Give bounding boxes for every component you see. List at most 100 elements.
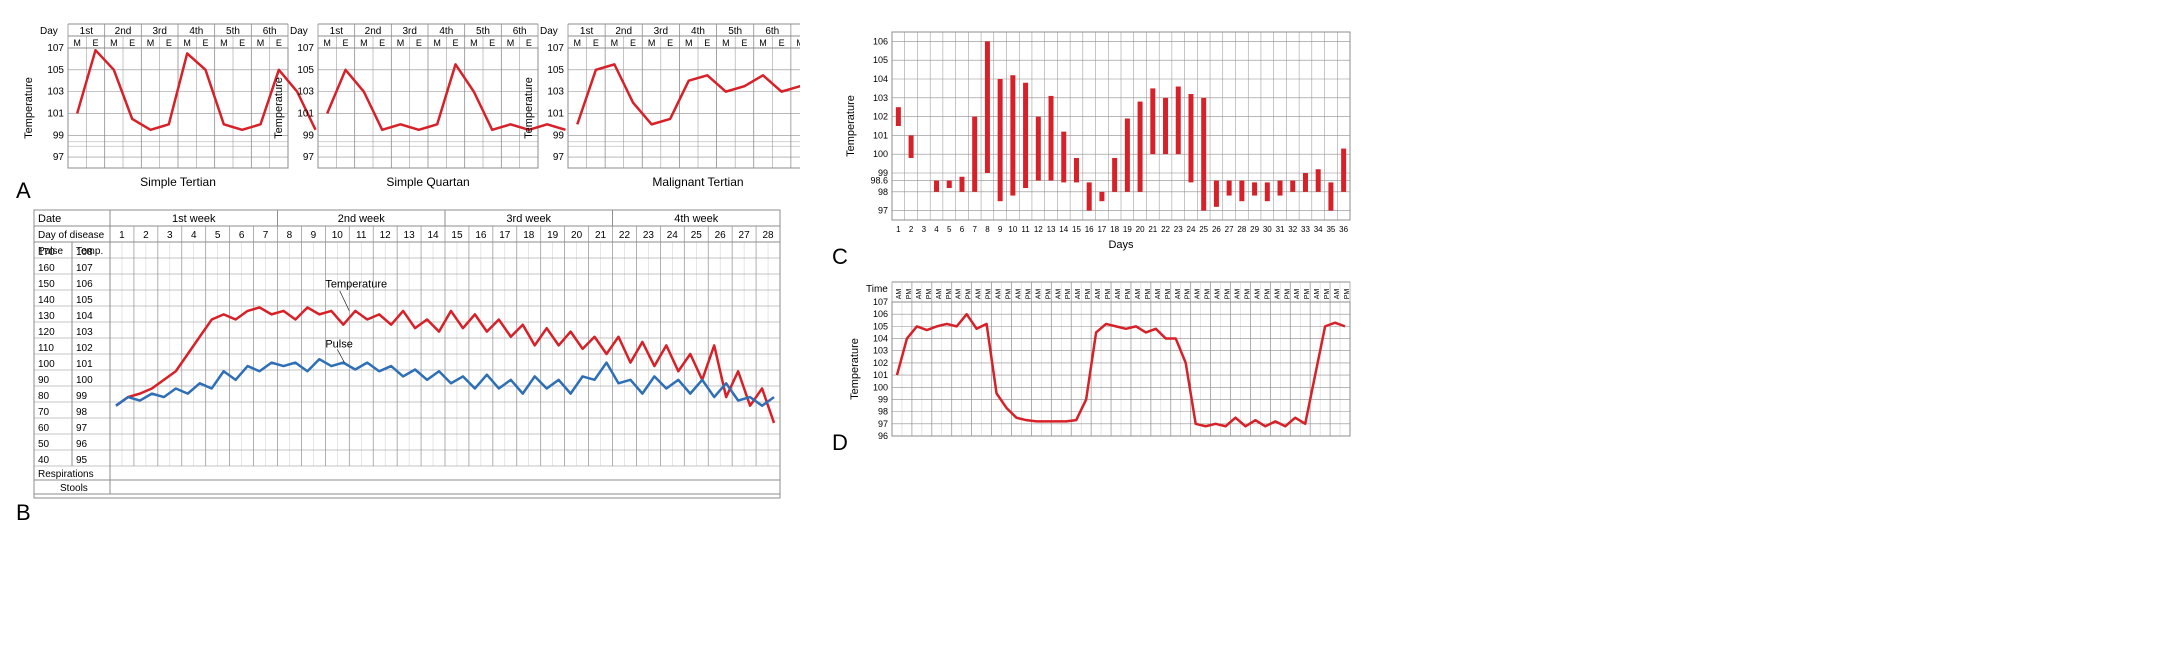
svg-text:97: 97 [878,419,888,429]
svg-text:13: 13 [1047,225,1056,234]
svg-text:70: 70 [38,407,50,418]
svg-text:E: E [342,38,348,48]
svg-text:21: 21 [1148,225,1157,234]
panel-c-label: C [832,244,848,270]
svg-text:3rd: 3rd [654,26,668,37]
svg-text:14: 14 [1059,225,1068,234]
svg-text:Temperature: Temperature [849,338,861,400]
svg-text:98: 98 [76,407,88,418]
svg-text:Date: Date [38,213,61,225]
svg-text:120: 120 [38,327,55,338]
svg-text:104: 104 [76,311,93,322]
svg-text:104: 104 [873,74,888,84]
svg-text:25: 25 [1199,225,1208,234]
svg-text:101: 101 [873,130,888,140]
svg-text:Simple Tertian: Simple Tertian [140,175,216,189]
panel-b: Date1st week2nd week3rd week4th weekDay … [20,206,800,526]
svg-text:6th: 6th [765,26,779,37]
svg-text:M: M [183,38,191,48]
svg-text:102: 102 [873,358,888,368]
svg-text:M: M [257,38,265,48]
svg-text:23: 23 [1174,225,1183,234]
svg-text:99: 99 [303,130,315,141]
svg-text:M: M [648,38,656,48]
svg-text:100: 100 [38,359,55,370]
svg-text:15: 15 [1072,225,1081,234]
panel-d-label: D [832,430,848,456]
svg-text:97: 97 [303,152,315,163]
svg-text:107: 107 [547,43,564,54]
svg-text:M: M [574,38,582,48]
svg-text:17: 17 [499,230,511,241]
svg-text:12: 12 [380,230,392,241]
svg-text:Simple Quartan: Simple Quartan [386,175,469,189]
svg-text:6th: 6th [513,26,527,37]
svg-text:8: 8 [287,230,293,241]
svg-text:E: E [416,38,422,48]
svg-text:16: 16 [1085,225,1094,234]
svg-text:6th: 6th [263,26,277,37]
svg-text:31: 31 [1276,225,1285,234]
svg-text:60: 60 [38,423,50,434]
svg-text:2: 2 [909,225,914,234]
svg-text:E: E [526,38,532,48]
svg-text:30: 30 [1263,225,1272,234]
svg-text:Temperature: Temperature [273,77,285,139]
svg-text:M: M [611,38,619,48]
svg-text:1st week: 1st week [172,213,216,225]
svg-text:1st: 1st [580,26,594,37]
svg-text:100: 100 [76,375,93,386]
svg-text:AM: AM [1314,289,1321,300]
svg-text:13: 13 [404,230,416,241]
svg-text:96: 96 [76,439,88,450]
svg-text:E: E [779,38,785,48]
svg-text:M: M [110,38,118,48]
svg-text:M: M [796,38,800,48]
svg-text:22: 22 [619,230,631,241]
panel-c: 979898.699100101102103104105106123456789… [840,20,1360,270]
svg-text:Pulse: Pulse [325,338,353,350]
svg-text:2nd week: 2nd week [338,213,386,225]
svg-text:Day of disease: Day of disease [38,230,105,241]
svg-text:AM: AM [1055,289,1062,300]
svg-text:26: 26 [715,230,727,241]
svg-text:101: 101 [76,359,93,370]
svg-text:Malignant Tertian: Malignant Tertian [652,175,743,189]
svg-text:103: 103 [297,87,314,98]
svg-text:105: 105 [547,65,564,76]
svg-text:19: 19 [547,230,559,241]
svg-text:24: 24 [667,230,679,241]
svg-text:E: E [630,38,636,48]
svg-text:8: 8 [985,225,990,234]
svg-text:105: 105 [47,65,64,76]
panel-b-label: B [16,500,31,526]
svg-text:E: E [741,38,747,48]
svg-text:Day: Day [290,26,308,37]
svg-text:3: 3 [922,225,927,234]
svg-text:M: M [470,38,478,48]
svg-text:90: 90 [38,375,50,386]
svg-text:M: M [433,38,441,48]
svg-text:E: E [92,38,98,48]
svg-text:107: 107 [76,263,93,274]
svg-text:22: 22 [1161,225,1170,234]
svg-text:15: 15 [451,230,463,241]
svg-text:5: 5 [947,225,952,234]
svg-text:110: 110 [38,343,54,354]
svg-text:AM: AM [1095,289,1102,300]
svg-text:98: 98 [878,187,888,197]
svg-text:AM: AM [1215,289,1222,300]
svg-text:16: 16 [475,230,487,241]
svg-text:9: 9 [311,230,317,241]
svg-text:35: 35 [1326,225,1335,234]
svg-text:4: 4 [191,230,197,241]
svg-text:AM: AM [916,289,923,300]
svg-text:97: 97 [76,423,88,434]
svg-text:AM: AM [1294,289,1301,300]
svg-text:160: 160 [38,263,55,274]
svg-text:5th: 5th [728,26,742,37]
svg-text:106: 106 [873,309,888,319]
svg-text:3: 3 [167,230,173,241]
svg-text:M: M [397,38,405,48]
svg-text:E: E [489,38,495,48]
